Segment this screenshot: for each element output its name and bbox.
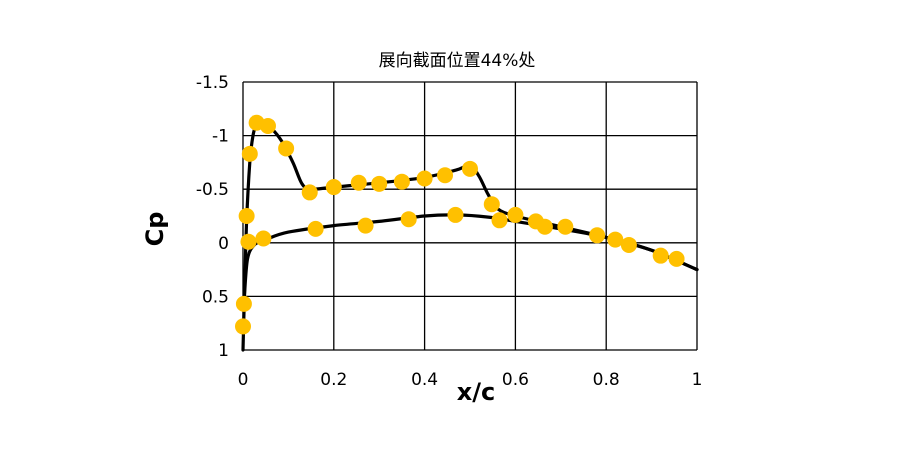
x-axis-title: x/c xyxy=(457,378,495,406)
x-tick-label: 0.8 xyxy=(593,370,620,390)
chart-title: 展向截面位置44%处 xyxy=(379,51,536,71)
data-point xyxy=(357,217,374,234)
y-tick-label: -1 xyxy=(212,127,229,147)
data-point xyxy=(483,196,500,213)
data-point xyxy=(620,236,637,253)
data-point xyxy=(536,218,553,235)
data-point xyxy=(462,160,478,177)
cp-curve xyxy=(241,121,699,352)
data-point xyxy=(371,175,388,192)
y-tick-label: 0 xyxy=(218,234,229,254)
data-point xyxy=(350,174,367,191)
x-tick-label: 0 xyxy=(238,370,249,390)
x-tick-label: 0.2 xyxy=(320,370,347,390)
data-point xyxy=(507,206,524,223)
data-point xyxy=(235,295,252,312)
y-axis-title: Cp xyxy=(141,212,169,247)
data-point xyxy=(278,140,295,157)
x-tick-label: 1 xyxy=(692,370,703,390)
data-point xyxy=(607,231,624,248)
x-tick-label: 0.4 xyxy=(411,370,438,390)
data-point xyxy=(652,247,669,264)
data-point xyxy=(240,233,257,250)
data-point xyxy=(393,173,410,190)
data-point xyxy=(491,212,508,229)
y-tick-label: -1.5 xyxy=(196,73,229,93)
data-point xyxy=(307,220,324,237)
data-point xyxy=(325,179,342,196)
data-point xyxy=(437,167,454,184)
data-point xyxy=(668,250,685,267)
y-tick-label: 1 xyxy=(218,341,229,361)
data-point xyxy=(400,211,417,228)
data-point xyxy=(589,227,606,244)
y-tick-label: 0.5 xyxy=(202,287,229,307)
data-point xyxy=(416,170,433,187)
data-point xyxy=(301,184,318,201)
data-point xyxy=(557,218,574,235)
data-point xyxy=(238,208,255,224)
data-point xyxy=(235,318,251,335)
point-layer xyxy=(235,114,685,335)
data-point xyxy=(255,230,272,247)
curve-layer xyxy=(241,121,699,352)
y-tick-label: -0.5 xyxy=(196,180,229,200)
tick-labels: -1.5-1-0.500.510 0.2 0.4 0.6 0.8 1 xyxy=(196,73,703,390)
data-point xyxy=(241,145,258,162)
x-tick-label: 0.6 xyxy=(502,370,529,390)
data-point xyxy=(259,117,276,134)
data-point xyxy=(447,206,464,223)
